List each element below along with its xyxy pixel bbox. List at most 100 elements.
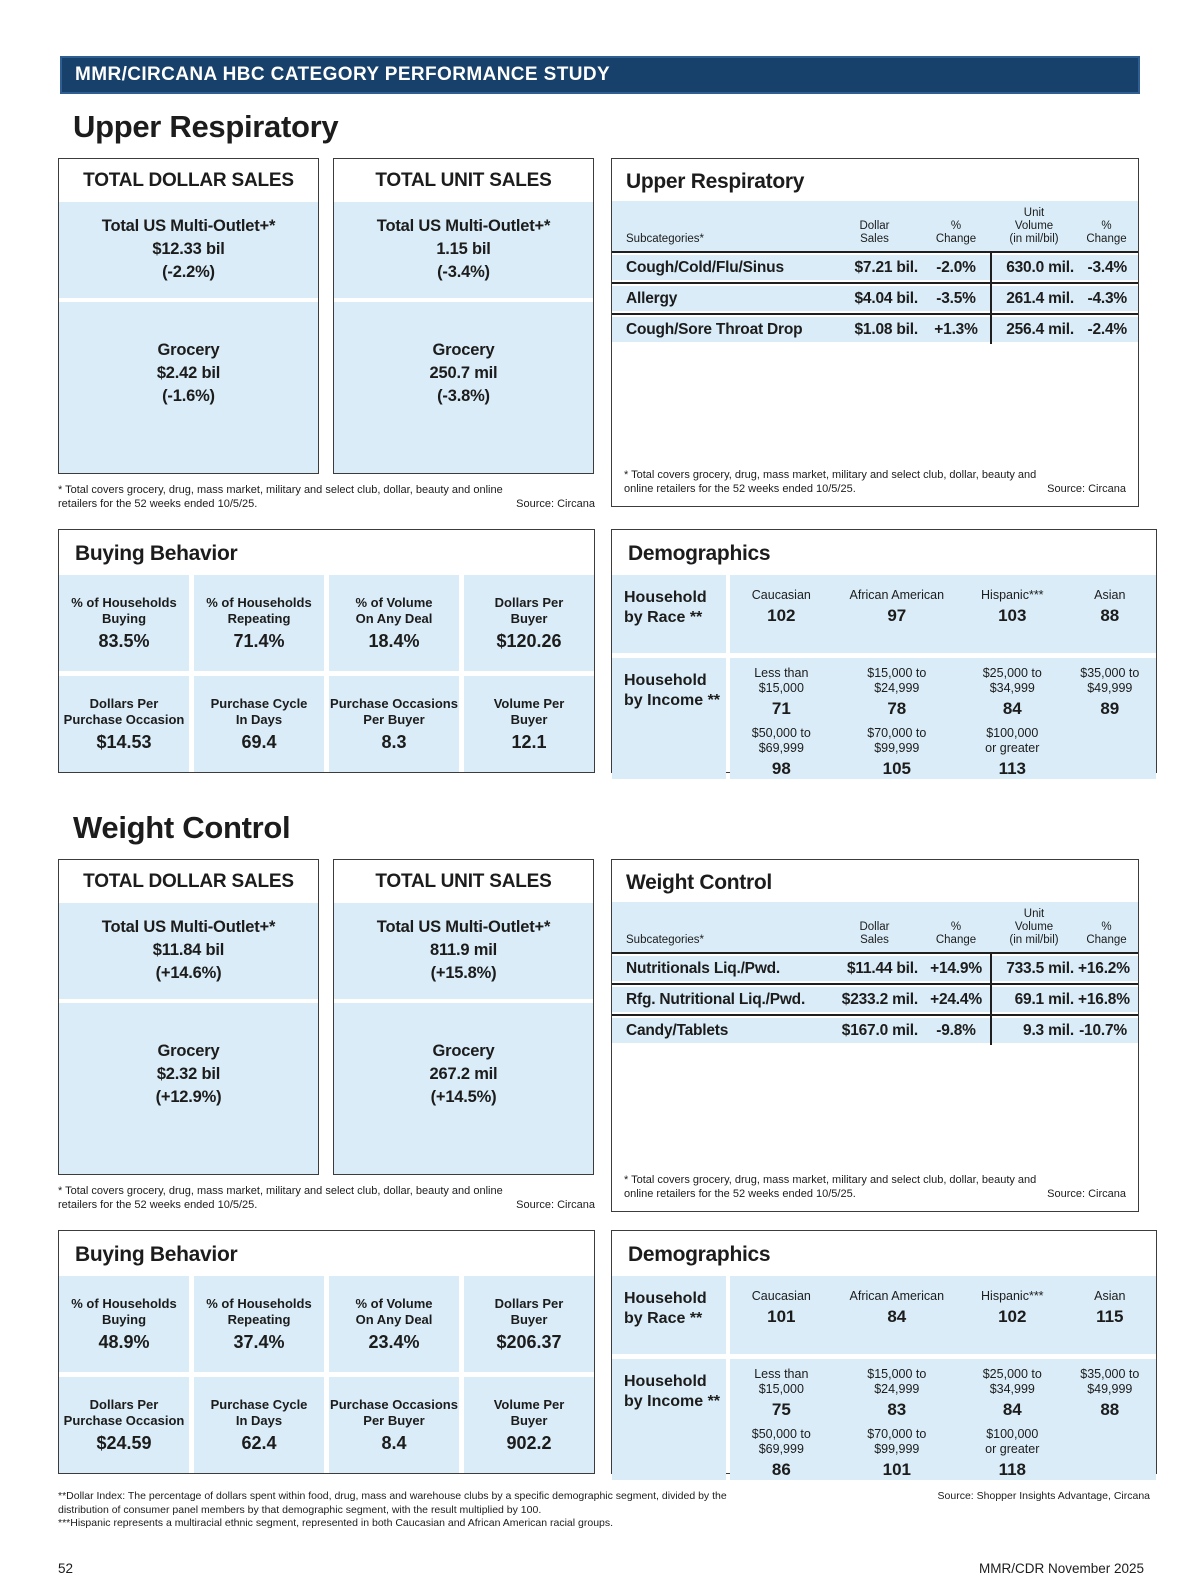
subcategory-name: Allergy bbox=[626, 289, 678, 307]
table-row: Cough/Cold/Flu/Sinus $7.21 bil. -2.0% 63… bbox=[612, 251, 1138, 280]
total-change: (+15.8%) bbox=[430, 964, 497, 982]
income-col: $50,000 to $69,999 98 bbox=[730, 726, 833, 779]
dollar-sales-value: $1.08 bil. bbox=[854, 320, 919, 338]
column-divider bbox=[990, 952, 992, 1045]
income-col: Less than $15,000 71 bbox=[730, 666, 833, 719]
metric-cell: % of Households Repeating 71.4% bbox=[194, 575, 324, 671]
race-label: Hispanic*** bbox=[981, 588, 1044, 602]
metric-cell: Purchase Occasions Per Buyer 8.3 bbox=[329, 676, 459, 772]
metric-value: 69.4 bbox=[241, 731, 277, 752]
table-title: Upper Respiratory bbox=[626, 170, 805, 193]
metric-value: 18.4% bbox=[368, 630, 420, 651]
footnote-text: * Total covers grocery, drug, mass marke… bbox=[624, 1174, 1037, 1200]
unit-volume-value: 69.1 mil. bbox=[1014, 990, 1075, 1008]
income-col: $25,000 to $34,999 84 bbox=[961, 1367, 1064, 1420]
subcategory-table: Weight Control Subcategories* Dollar Sal… bbox=[611, 859, 1139, 1212]
sales-footnote: * Total covers grocery, drug, mass marke… bbox=[58, 1184, 595, 1212]
panel-title: Demographics bbox=[628, 542, 771, 565]
total-change: (-3.4%) bbox=[437, 263, 490, 281]
panel-title: Buying Behavior bbox=[75, 542, 238, 565]
table-footnote: * Total covers grocery, drug, mass marke… bbox=[612, 460, 1138, 506]
col-header-pct-change: % Change bbox=[1086, 921, 1127, 946]
income-index: 89 bbox=[1100, 699, 1120, 718]
race-index: 115 bbox=[1096, 1307, 1124, 1326]
race-col: Hispanic*** 102 bbox=[961, 1289, 1064, 1354]
metric-value: 8.4 bbox=[381, 1432, 407, 1453]
total-value: 1.15 bil bbox=[436, 240, 491, 258]
table-body: Cough/Cold/Flu/Sinus $7.21 bil. -2.0% 63… bbox=[612, 251, 1138, 344]
buying-behavior-panel: Buying Behavior % of Households Buying 48… bbox=[58, 1230, 595, 1474]
metric-label: Dollars Per Purchase Occasion bbox=[63, 1396, 185, 1428]
source-credit: Source: Circana bbox=[1047, 483, 1126, 495]
grocery-label: Grocery bbox=[432, 1042, 495, 1060]
metric-cell: % of Volume On Any Deal 18.4% bbox=[329, 575, 459, 671]
subcategory-name: Nutritionals Liq./Pwd. bbox=[626, 959, 781, 977]
metric-cell: Dollars Per Purchase Occasion $24.59 bbox=[59, 1377, 189, 1473]
column-divider bbox=[990, 251, 992, 344]
metric-cell: Dollars Per Buyer $206.37 bbox=[464, 1276, 594, 1372]
metric-cell: % of Households Buying 83.5% bbox=[59, 575, 189, 671]
table-title: Weight Control bbox=[626, 871, 772, 894]
table-header-row: Subcategories* Dollar Sales % Change Uni… bbox=[612, 201, 1138, 251]
metric-label: % of Households Repeating bbox=[206, 594, 312, 626]
footnote-text: * Total covers grocery, drug, mass marke… bbox=[624, 469, 1037, 495]
income-label: $35,000 to $49,999 bbox=[1080, 1367, 1140, 1396]
metric-cell: Purchase Cycle In Days 62.4 bbox=[194, 1377, 324, 1473]
income-row-label: Household by Income ** bbox=[612, 1359, 726, 1480]
race-row-label: Household by Race ** bbox=[612, 1276, 726, 1354]
income-index: 86 bbox=[771, 1460, 791, 1479]
income-col: $15,000 to $24,999 78 bbox=[833, 666, 961, 719]
dollar-index-note: **Dollar Index: The percentage of dollar… bbox=[58, 1490, 727, 1516]
pct-change-value: +14.9% bbox=[930, 959, 982, 977]
income-col: $15,000 to $24,999 83 bbox=[833, 1367, 961, 1420]
sales-boxes-group: TOTAL DOLLAR SALES Total US Multi-Outlet… bbox=[58, 859, 595, 1212]
table-row: Nutritionals Liq./Pwd. $11.44 bil. +14.9… bbox=[612, 952, 1138, 981]
metric-value: $24.59 bbox=[96, 1432, 152, 1453]
total-label: Total US Multi-Outlet+* bbox=[101, 217, 276, 235]
income-label: $25,000 to $34,999 bbox=[982, 1367, 1042, 1396]
grocery-panel: Grocery $2.32 bil (+12.9%) bbox=[59, 1003, 318, 1174]
grocery-label: Grocery bbox=[157, 1042, 220, 1060]
subcategory-name: Cough/Cold/Flu/Sinus bbox=[626, 258, 784, 276]
section-title: Weight Control bbox=[73, 810, 291, 845]
grocery-panel: Grocery $2.42 bil (-1.6%) bbox=[59, 302, 318, 473]
income-col: $35,000 to $49,999 88 bbox=[1064, 1367, 1156, 1420]
income-index: 98 bbox=[771, 759, 791, 778]
source-credit: Source: Circana bbox=[1047, 1188, 1126, 1200]
footnote-definitions: **Dollar Index: The percentage of dollar… bbox=[58, 1490, 758, 1531]
col-header-pct-change: % Change bbox=[935, 921, 977, 946]
metric-value: 71.4% bbox=[233, 630, 285, 651]
total-us-panel: Total US Multi-Outlet+* $11.84 bil (+14.… bbox=[59, 903, 318, 999]
metric-value: 23.4% bbox=[368, 1331, 420, 1352]
race-col: African American 97 bbox=[833, 588, 961, 653]
hispanic-note: ***Hispanic represents a multiracial eth… bbox=[58, 1517, 614, 1529]
income-index: 101 bbox=[882, 1460, 911, 1479]
grocery-panel: Grocery 250.7 mil (-3.8%) bbox=[334, 302, 593, 473]
income-col: $100,000 or greater 118 bbox=[961, 1427, 1064, 1480]
metric-cell: % of Households Buying 48.9% bbox=[59, 1276, 189, 1372]
race-index: 84 bbox=[887, 1307, 907, 1326]
metric-label: % of Households Buying bbox=[71, 1295, 177, 1327]
income-col: Less than $15,000 75 bbox=[730, 1367, 833, 1420]
table-row: Cough/Sore Throat Drop $1.08 bil. +1.3% … bbox=[612, 313, 1138, 342]
dollar-sales-value: $233.2 mil. bbox=[841, 990, 918, 1008]
dollar-sales-value: $167.0 mil. bbox=[841, 1021, 918, 1039]
box-title: TOTAL UNIT SALES bbox=[375, 170, 552, 191]
report-banner: MMR/CIRCANA HBC CATEGORY PERFORMANCE STU… bbox=[60, 56, 1140, 94]
income-col: $70,000 to $99,999 105 bbox=[833, 726, 961, 779]
income-index: 105 bbox=[882, 759, 911, 778]
unit-volume-value: 256.4 mil. bbox=[1006, 320, 1074, 338]
race-index: 102 bbox=[998, 1307, 1027, 1326]
grocery-value: $2.42 bil bbox=[156, 364, 221, 382]
buying-behavior-panel: Buying Behavior % of Households Buying 83… bbox=[58, 529, 595, 773]
metric-cell: Purchase Cycle In Days 69.4 bbox=[194, 676, 324, 772]
income-label: $15,000 to $24,999 bbox=[867, 1367, 927, 1396]
income-band: Household by Income ** Less than $15,000… bbox=[612, 658, 1156, 779]
race-label: Asian bbox=[1094, 1289, 1126, 1303]
income-values: Less than $15,000 71 $15,000 to $24,999 78… bbox=[730, 658, 1156, 779]
bottom-footnotes: **Dollar Index: The percentage of dollar… bbox=[58, 1490, 1150, 1531]
income-label: Less than $15,000 bbox=[754, 1367, 809, 1396]
income-label: $70,000 to $99,999 bbox=[867, 726, 927, 755]
income-row-label: Household by Income ** bbox=[612, 658, 726, 779]
demographics-body: Household by Race ** Caucasian 101 Africa… bbox=[612, 1276, 1156, 1480]
